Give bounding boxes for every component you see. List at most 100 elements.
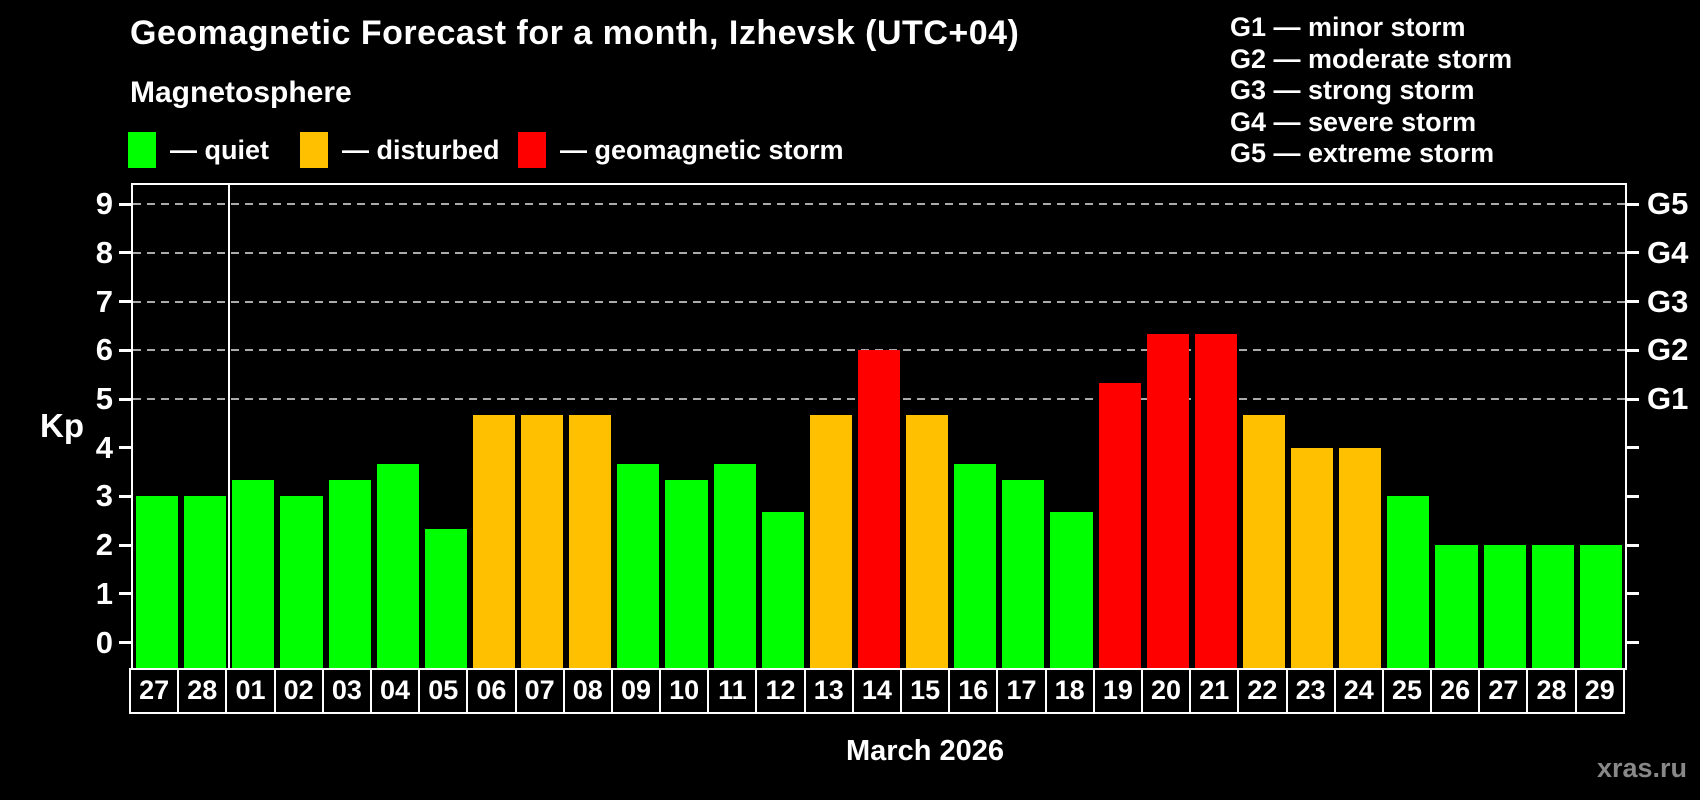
y-tick-label: 2	[95, 527, 113, 563]
day-label: 15	[902, 670, 951, 712]
day-label: 17	[998, 670, 1047, 712]
watermark: xras.ru	[1596, 753, 1687, 783]
kp-bar	[1050, 512, 1093, 670]
day-label: 22	[1239, 670, 1288, 712]
y-tick-label: 8	[95, 234, 113, 270]
right-axis-tick	[1627, 641, 1639, 644]
kp-bar	[713, 463, 756, 670]
month-separator-line	[228, 185, 231, 670]
kp-bar	[232, 480, 275, 670]
kp-bar	[1339, 447, 1382, 670]
day-label: 01	[227, 670, 276, 712]
g-tick-label: G1	[1647, 381, 1689, 416]
storm-color-swatch	[518, 132, 546, 168]
y-axis-tick	[119, 446, 131, 450]
day-label: 10	[661, 670, 710, 712]
kp-bar	[569, 415, 612, 670]
g-legend-line: G5 — extreme storm	[1230, 138, 1495, 168]
y-axis-tick	[119, 641, 131, 644]
day-label: 02	[276, 670, 324, 712]
day-label: 28	[1528, 670, 1577, 712]
g-tick-label: G4	[1647, 234, 1689, 270]
right-axis-tick	[1627, 397, 1639, 401]
kp-bar	[424, 529, 467, 670]
kp-bar	[280, 496, 323, 670]
y-tick-label: 4	[95, 429, 113, 465]
y-axis-tick	[119, 202, 131, 206]
x-axis-day-labels: 27 28 01 02 03 04 05 06 07 08 09 10 11 12 13 14 15 16 17 18…	[129, 668, 1625, 714]
kp-bar	[1435, 545, 1478, 670]
day-label: 19	[1095, 670, 1143, 712]
y-tick-label: 6	[95, 332, 113, 368]
day-label: 23	[1288, 670, 1336, 712]
y-tick-label: 5	[95, 381, 113, 416]
kp-bar	[665, 480, 708, 670]
kp-bar	[1291, 447, 1334, 670]
kp-bar	[376, 463, 419, 670]
kp-bar	[521, 415, 564, 670]
right-axis-tick	[1627, 543, 1639, 547]
gridline	[133, 300, 1625, 303]
g-tick-label: G3	[1647, 283, 1689, 319]
right-axis-tick	[1627, 494, 1639, 498]
legend-label: — geomagnetic storm	[560, 134, 844, 165]
kp-bar	[1098, 382, 1141, 670]
day-label: 24	[1336, 670, 1384, 712]
right-axis-tick	[1627, 300, 1639, 304]
kp-bar	[857, 350, 901, 670]
gridline	[133, 203, 1625, 206]
legend-item-disturbed: — disturbed	[300, 130, 500, 170]
day-label: 16	[950, 670, 999, 712]
day-label: 09	[613, 670, 662, 712]
y-tick-label: 3	[95, 478, 113, 514]
y-axis-tick	[119, 397, 131, 401]
kp-bar	[1194, 334, 1237, 670]
g-tick-label: G5	[1647, 186, 1689, 222]
day-label: 08	[565, 670, 613, 712]
right-axis-tick	[1627, 348, 1639, 352]
kp-bar	[1531, 545, 1574, 670]
day-label: 28	[179, 670, 228, 712]
plot-area: 0 1 2 3 4 5 6 7 8 9 G1 G2 G3 G4 G5	[96, 183, 1688, 670]
kp-bar	[954, 463, 997, 670]
day-label: 27	[131, 670, 180, 712]
kp-bar	[1483, 545, 1526, 670]
g-tick-label: G2	[1647, 332, 1689, 368]
day-label: 03	[324, 670, 372, 712]
right-axis-tick	[1627, 251, 1639, 255]
x-axis-title: March 2026	[846, 735, 1004, 767]
kp-bar	[809, 415, 852, 670]
kp-bar	[328, 480, 371, 670]
kp-bar	[1579, 545, 1622, 670]
day-label: 12	[757, 670, 806, 712]
day-label: 04	[372, 670, 421, 712]
kp-bar	[1146, 334, 1189, 670]
y-axis-tick	[119, 592, 131, 596]
day-label: 11	[709, 670, 758, 712]
g-legend-line: G2 — moderate storm	[1230, 43, 1513, 74]
day-label: 25	[1384, 670, 1433, 712]
legend-label: — quiet	[170, 134, 269, 165]
day-label: 21	[1191, 670, 1240, 712]
kp-bar	[184, 496, 227, 670]
g-legend-line: G4 — severe storm	[1230, 106, 1477, 137]
chart-title: Geomagnetic Forecast for a month, Izhevs…	[130, 14, 1020, 52]
day-label: 07	[517, 670, 565, 712]
legend-item-quiet: — quiet	[128, 130, 269, 170]
chart-subtitle: Magnetosphere	[130, 76, 352, 109]
kp-bar	[1002, 480, 1045, 670]
day-label: 18	[1047, 670, 1095, 712]
kp-bar	[1242, 415, 1286, 670]
y-axis-tick	[119, 251, 131, 255]
day-label: 14	[854, 670, 902, 712]
g-legend-line: G3 — strong storm	[1230, 75, 1475, 105]
y-tick-label: 7	[95, 283, 113, 319]
y-axis-tick	[119, 348, 131, 352]
right-axis-tick	[1627, 592, 1639, 596]
right-axis-tick	[1627, 202, 1639, 206]
y-tick-label: 9	[95, 186, 113, 222]
y-axis-tick	[119, 543, 131, 547]
kp-bar	[906, 415, 949, 670]
day-label: 26	[1432, 670, 1481, 712]
